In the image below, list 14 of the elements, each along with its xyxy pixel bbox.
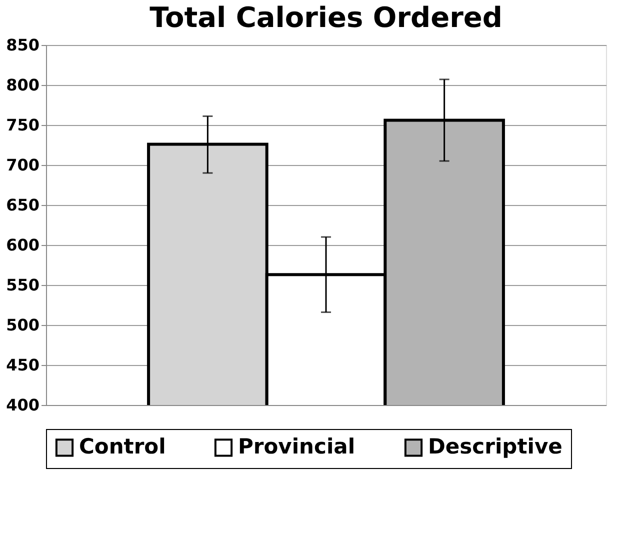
chart-title: Total Calories Ordered: [150, 1, 502, 34]
legend-label: Descriptive: [428, 434, 562, 459]
y-tick-label: 800: [6, 76, 40, 94]
y-tick-label: 550: [6, 276, 40, 294]
y-tick-label: 450: [6, 356, 40, 374]
legend-label: Control: [79, 434, 166, 459]
y-tick-label: 600: [6, 236, 40, 254]
y-tick-label: 400: [6, 396, 40, 414]
y-tick-label: 500: [6, 316, 40, 334]
y-tick-label: 650: [6, 196, 40, 214]
legend-label: Provincial: [238, 434, 356, 459]
y-tick-label: 700: [6, 156, 40, 174]
y-tick-label: 850: [6, 36, 40, 54]
y-tick-label: 750: [6, 116, 40, 134]
